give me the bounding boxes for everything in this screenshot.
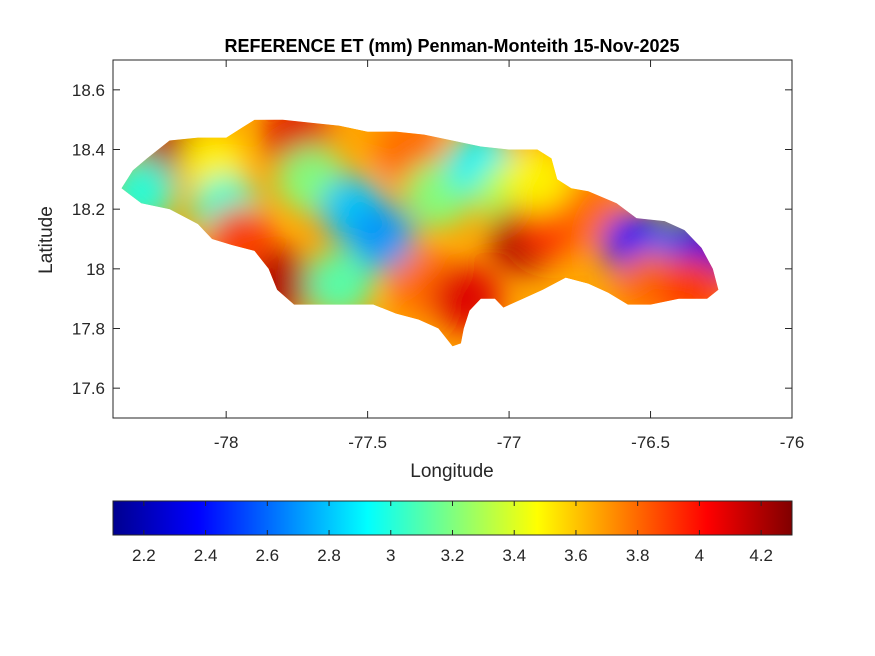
colorbar-ticks: 2.2 2.4 2.6 2.8 3 3.2 3.4 3.6 3.8 4 4.2 <box>132 501 773 565</box>
colorbar-tick-label: 3 <box>386 546 395 565</box>
colorbar-tick-label: 2.6 <box>255 546 279 565</box>
y-tick-label: 17.8 <box>72 320 105 339</box>
x-axis-label: Longitude <box>410 461 493 482</box>
x-tick-label: -77.5 <box>348 433 387 452</box>
x-tick-label: -78 <box>214 433 239 452</box>
colorbar-tick-label: 2.2 <box>132 546 156 565</box>
colorbar-tick-label: 3.4 <box>502 546 526 565</box>
colorbar-tick-label: 3.2 <box>441 546 465 565</box>
colorbar-tick-label: 4 <box>695 546 704 565</box>
island-base-fill <box>121 119 719 347</box>
et-field-cell <box>347 205 416 273</box>
y-axis-ticks: 17.6 17.8 18 18.2 18.4 18.6 <box>72 81 792 398</box>
colorbar-tick-label: 2.4 <box>194 546 218 565</box>
y-tick-label: 18.4 <box>72 141 105 160</box>
y-tick-label: 17.6 <box>72 379 105 398</box>
colorbar <box>112 500 793 536</box>
chart-title: REFERENCE ET (mm) Penman-Monteith 15-Nov… <box>224 36 679 56</box>
y-axis-label: Latitude <box>36 206 57 274</box>
et-field-cell <box>305 249 374 318</box>
colorbar-tick-label: 3.6 <box>564 546 588 565</box>
y-tick-label: 18 <box>86 260 105 279</box>
x-tick-label: -76 <box>780 433 805 452</box>
x-tick-label: -76.5 <box>631 433 670 452</box>
colorbar-tick-label: 3.8 <box>626 546 650 565</box>
y-tick-label: 18.2 <box>72 200 105 219</box>
x-axis-ticks: -78 -77.5 -77 -76.5 -76 <box>214 60 804 452</box>
colorbar-tick-label: 2.8 <box>317 546 341 565</box>
y-tick-label: 18.6 <box>72 81 105 100</box>
x-tick-label: -77 <box>497 433 522 452</box>
colorbar-tick-label: 4.2 <box>749 546 773 565</box>
